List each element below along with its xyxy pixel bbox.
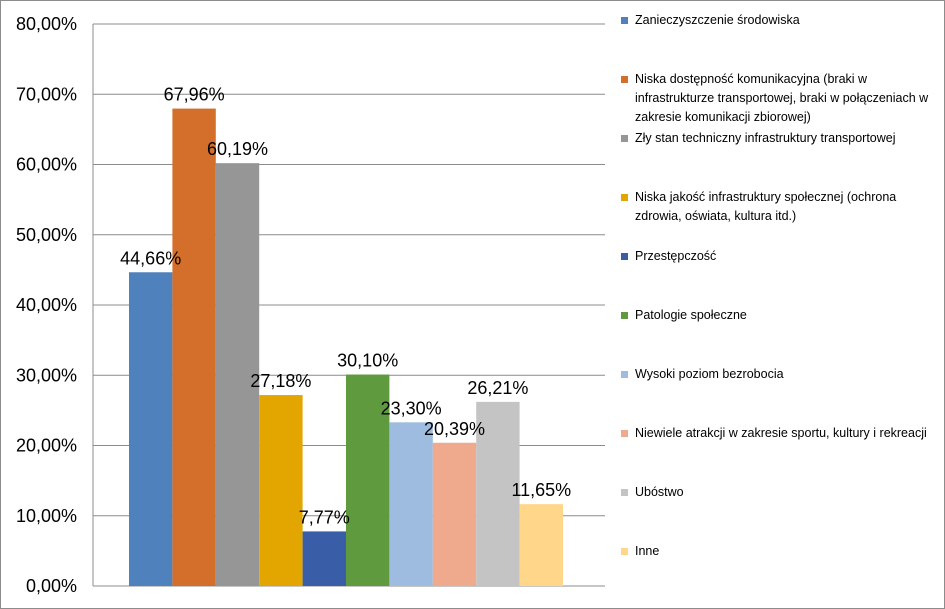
legend-label: Niska dostępność komunikacyjna (braki w …	[635, 72, 929, 124]
legend-swatch	[621, 548, 628, 555]
y-tick-label: 80,00%	[16, 14, 77, 34]
legend-swatch	[621, 76, 628, 83]
y-axis: 0,00% 10,00% 20,00% 30,00% 40,00% 50,00% 60,00…	[16, 14, 94, 596]
data-label: 27,18%	[250, 371, 311, 391]
legend-entry: Niewiele atrakcji w zakresie sportu, kul…	[621, 424, 940, 443]
y-tick-label: 50,00%	[16, 225, 77, 245]
y-tick-label: 10,00%	[16, 506, 77, 526]
legend-entry: Przestępczość	[621, 247, 940, 266]
y-tick-label: 30,00%	[16, 365, 77, 385]
legend: Zanieczyszczenie środowiska Niska dostępn…	[607, 1, 942, 608]
legend-swatch	[621, 489, 628, 496]
data-label: 20,39%	[424, 419, 485, 439]
legend-label: Niska jakość infrastruktury społecznej (…	[635, 190, 897, 223]
data-label: 30,10%	[337, 351, 398, 371]
data-label: 60,19%	[207, 139, 268, 159]
legend-label: Zły stan techniczny infrastruktury trans…	[635, 131, 896, 145]
bar	[172, 108, 216, 587]
data-labels: 44,66% 67,96% 60,19% 27,18% 7,77% 30,10% 23,30…	[120, 85, 571, 528]
legend-swatch	[621, 312, 628, 319]
bar	[476, 401, 520, 586]
bar	[129, 272, 173, 586]
data-label: 7,77%	[299, 507, 350, 527]
legend-swatch	[621, 17, 628, 24]
legend-entry: Niska dostępność komunikacyjna (braki w …	[621, 70, 940, 127]
legend-entry: Wysoki poziom bezrobocia	[621, 365, 940, 384]
bars	[129, 108, 563, 587]
bar	[519, 504, 563, 586]
legend-swatch	[621, 194, 628, 201]
y-tick-label: 70,00%	[16, 84, 77, 104]
data-label: 26,21%	[467, 378, 528, 398]
legend-entry: Niska jakość infrastruktury społecznej (…	[621, 188, 940, 226]
legend-swatch	[621, 430, 628, 437]
legend-label: Przestępczość	[635, 249, 717, 263]
legend-label: Inne	[635, 544, 660, 558]
bar	[215, 163, 260, 586]
data-label: 44,66%	[120, 248, 181, 268]
data-label: 11,65%	[511, 480, 571, 500]
legend-entry: Patologie społeczne	[621, 306, 940, 325]
legend-entry: Zanieczyszczenie środowiska	[621, 11, 940, 30]
data-label: 67,96%	[164, 85, 225, 105]
bar	[259, 395, 303, 586]
y-tick-label: 40,00%	[16, 295, 77, 315]
bar	[432, 442, 477, 586]
legend-swatch	[621, 135, 628, 142]
legend-label: Wysoki poziom bezrobocia	[635, 367, 784, 381]
legend-label: Zanieczyszczenie środowiska	[635, 13, 800, 27]
legend-label: Ubóstwo	[635, 485, 684, 499]
legend-swatch	[621, 253, 628, 260]
legend-swatch	[621, 371, 628, 378]
bar	[389, 422, 433, 586]
legend-label: Niewiele atrakcji w zakresie sportu, kul…	[635, 426, 927, 440]
y-tick-label: 0,00%	[26, 576, 77, 596]
legend-label: Patologie społeczne	[635, 308, 747, 322]
bar	[302, 531, 346, 586]
y-tick-label: 60,00%	[16, 155, 77, 175]
y-tick-label: 20,00%	[16, 436, 77, 456]
bar	[346, 374, 390, 586]
legend-entry: Ubóstwo	[621, 483, 940, 502]
legend-entry: Zły stan techniczny infrastruktury trans…	[621, 129, 940, 148]
legend-entry: Inne	[621, 542, 940, 561]
data-label: 23,30%	[381, 398, 442, 418]
